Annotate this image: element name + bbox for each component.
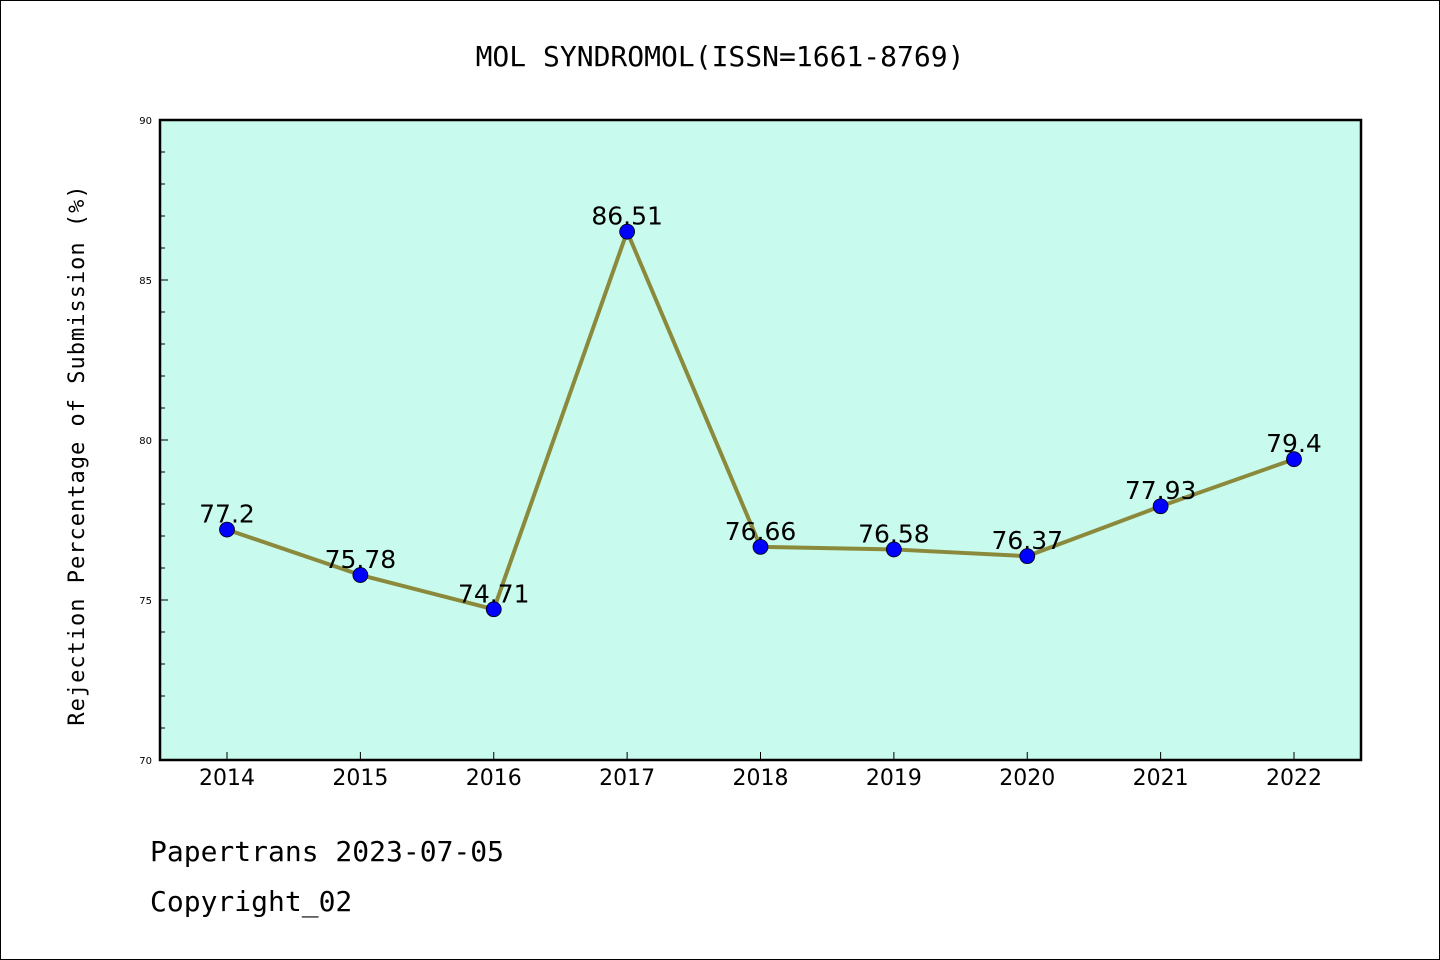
data-label: 77.93 (1125, 476, 1197, 505)
data-point (885, 541, 902, 558)
x-tick-label: 2018 (733, 766, 789, 791)
y-tick-label: 90 (139, 116, 152, 127)
data-point (752, 538, 769, 555)
y-tick-label: 70 (139, 756, 152, 767)
x-tick-label: 2017 (599, 766, 655, 791)
data-label: 77.2 (199, 500, 255, 529)
data-point (219, 521, 235, 538)
y-axis: 70 75 80 85 90 (139, 116, 168, 767)
chart-title: MOL SYNDROMOL(ISSN=1661-8769) (476, 40, 965, 73)
x-tick-label: 2016 (466, 766, 522, 791)
data-point (352, 567, 369, 583)
y-axis-label: Rejection Percentage of Submission (%) (65, 184, 90, 725)
x-axis: 2014 2015 2016 2017 2018 2019 2020 2021 2022 (199, 752, 1322, 791)
plot-area (158, 118, 1363, 762)
x-tick-label: 2022 (1266, 766, 1322, 791)
y-tick-label: 75 (139, 596, 152, 607)
data-point (1019, 548, 1036, 565)
footer-copyright: Copyright_02 (150, 885, 353, 918)
data-point (485, 601, 502, 618)
data-label: 76.37 (991, 526, 1063, 555)
data-label: 79.4 (1266, 429, 1322, 458)
x-tick-label: 2014 (199, 766, 255, 791)
x-tick-label: 2019 (866, 766, 922, 791)
x-tick-label: 2021 (1133, 766, 1189, 791)
data-point (619, 223, 636, 240)
data-label: 76.58 (858, 519, 930, 548)
y-tick-label: 85 (139, 276, 152, 287)
series-line-group (219, 223, 1302, 618)
data-label: 75.78 (325, 545, 397, 574)
footer-source: Papertrans 2023-07-05 (150, 835, 505, 868)
data-labels: 77.2 75.78 74.71 86.51 76.66 76.58 76.37 77.93 7… (199, 202, 1322, 609)
x-tick-label: 2015 (332, 766, 388, 791)
data-label: 76.66 (725, 517, 797, 546)
y-tick-label: 80 (139, 436, 152, 447)
data-label: 74.71 (458, 579, 530, 608)
data-point (1286, 451, 1302, 468)
data-point (1152, 498, 1169, 515)
data-label: 86.51 (591, 202, 663, 231)
x-tick-label: 2020 (999, 766, 1055, 791)
